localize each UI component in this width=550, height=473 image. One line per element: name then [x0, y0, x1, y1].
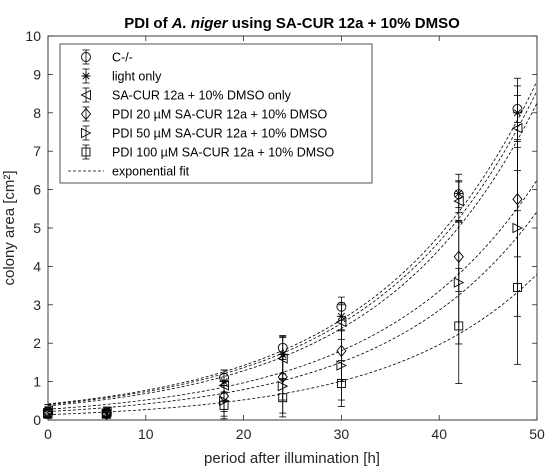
y-tick-label: 1	[33, 374, 41, 390]
y-tick-label: 7	[33, 143, 41, 159]
x-tick-label: 0	[44, 426, 52, 442]
y-tick-label: 6	[33, 182, 41, 198]
plot-area	[42, 77, 538, 421]
series-4	[47, 179, 538, 410]
y-tick-label: 3	[33, 297, 41, 313]
x-axis-label: period after illumination [h]	[204, 450, 380, 467]
legend-marker	[80, 107, 92, 121]
series-5	[47, 211, 538, 412]
chart-title-species: A. niger	[171, 15, 229, 32]
chart-title: PDI of A. niger using SA-CUR 12a + 10% D…	[124, 15, 460, 32]
y-tick-label: 8	[33, 105, 41, 121]
legend-marker	[80, 89, 91, 101]
y-axis-label: colony area [cm²]	[1, 170, 18, 285]
x-tick-label: 50	[529, 426, 545, 442]
x-tick-label: 40	[431, 426, 447, 442]
legend-marker	[81, 127, 92, 139]
y-tick-label: 0	[33, 412, 41, 428]
data-point	[278, 393, 288, 403]
data-point	[511, 122, 523, 134]
data-point	[512, 283, 522, 292]
legend-marker	[81, 71, 91, 81]
fit-curve	[47, 273, 538, 416]
x-tick-label: 30	[334, 426, 350, 442]
series-1	[47, 80, 538, 405]
legend-marker	[81, 52, 91, 62]
fit-curve	[47, 80, 538, 405]
data-point	[102, 409, 112, 419]
y-tick-label: 5	[33, 220, 41, 236]
data-point	[336, 379, 346, 388]
series-3	[47, 102, 538, 407]
data-point	[453, 195, 464, 207]
legend-label: PDI 20 µM SA-CUR 12a + 10% DMSO	[112, 108, 328, 122]
legend-box	[59, 43, 373, 184]
legend-label: exponential fit	[112, 165, 190, 179]
y-tick-label: 2	[33, 335, 41, 351]
legend: C-/- light only SA-CUR 12a + 10% DMSO only…	[59, 43, 373, 184]
legend-label: SA-CUR 12a + 10% DMSO only	[112, 89, 292, 103]
legend-label: light only	[112, 70, 162, 84]
legend-marker	[81, 147, 91, 157]
series-6	[47, 273, 538, 416]
chart-title-suffix: using SA-CUR 12a + 10% DMSO	[228, 15, 460, 32]
fit-curve	[47, 179, 538, 410]
y-tick-label: 4	[33, 258, 41, 274]
legend-label: PDI 100 µM SA-CUR 12a + 10% DMSO	[112, 146, 334, 160]
x-tick-label: 10	[138, 426, 154, 442]
y-tick-label: 9	[33, 66, 41, 82]
data-point	[101, 407, 112, 421]
fit-curve	[47, 102, 538, 407]
axes: 0 10 20 30 40 50 0 1 2 3 4 5 6 7 8 9 10	[25, 28, 545, 442]
y-tick-label: 10	[25, 28, 41, 44]
series-6-points	[43, 210, 522, 420]
data-point	[219, 400, 229, 410]
legend-label: C-/-	[112, 51, 133, 65]
legend-label: PDI 50 µM SA-CUR 12a + 10% DMSO	[112, 127, 328, 141]
x-tick-label: 20	[236, 426, 252, 442]
chart-title-prefix: PDI of	[124, 15, 172, 32]
data-point	[454, 321, 464, 331]
fit-curve	[47, 211, 538, 412]
